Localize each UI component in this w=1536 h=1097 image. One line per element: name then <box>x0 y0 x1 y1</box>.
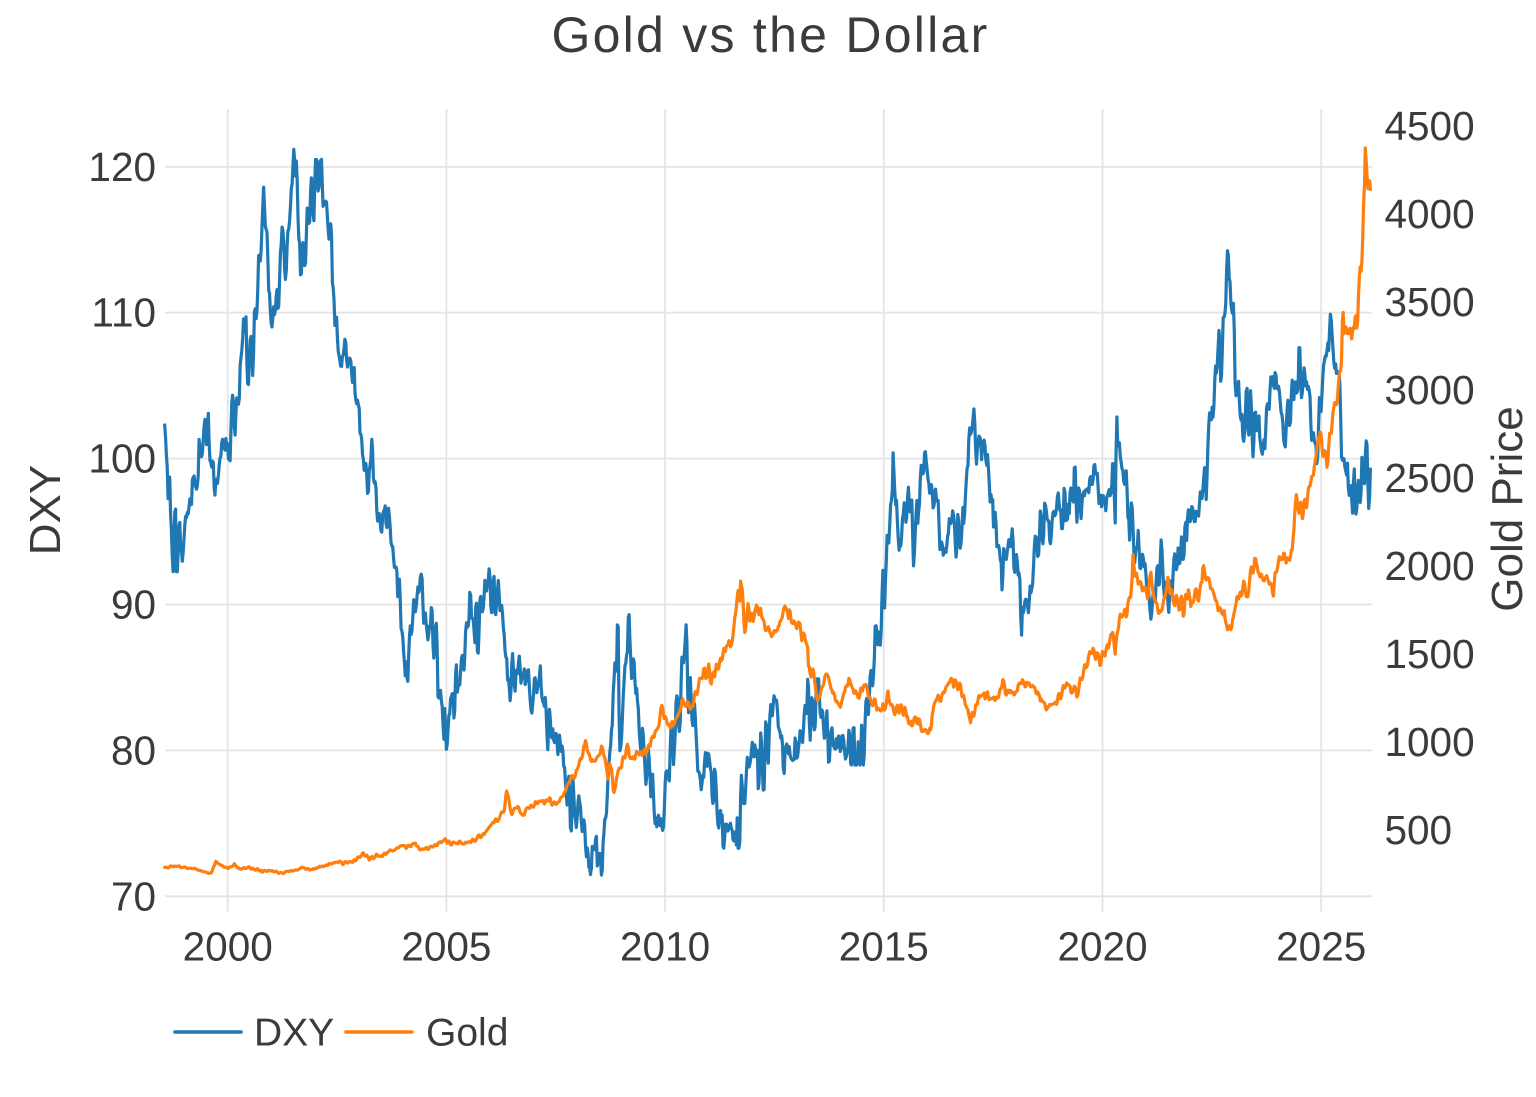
svg-text:4500: 4500 <box>1385 103 1475 149</box>
svg-text:Gold: Gold <box>426 1012 508 1055</box>
svg-text:2015: 2015 <box>839 924 929 970</box>
svg-text:110: 110 <box>91 290 156 336</box>
svg-text:DXY: DXY <box>254 1012 334 1055</box>
svg-text:70: 70 <box>111 873 156 919</box>
svg-text:90: 90 <box>111 582 156 628</box>
svg-text:DXY: DXY <box>21 465 70 555</box>
svg-text:100: 100 <box>88 436 156 482</box>
svg-text:2005: 2005 <box>401 924 491 970</box>
svg-text:80: 80 <box>111 727 156 773</box>
svg-text:Gold Price: Gold Price <box>1483 406 1532 611</box>
svg-text:120: 120 <box>88 144 156 190</box>
svg-text:2025: 2025 <box>1276 924 1366 970</box>
svg-text:Gold vs the Dollar: Gold vs the Dollar <box>551 7 989 63</box>
svg-text:2500: 2500 <box>1385 455 1475 501</box>
svg-text:2010: 2010 <box>620 924 710 970</box>
svg-text:4000: 4000 <box>1385 191 1475 237</box>
svg-text:2000: 2000 <box>183 924 273 970</box>
svg-text:2020: 2020 <box>1057 924 1147 970</box>
svg-text:1500: 1500 <box>1385 631 1475 677</box>
svg-text:500: 500 <box>1385 807 1453 853</box>
svg-text:1000: 1000 <box>1385 719 1475 765</box>
svg-text:3500: 3500 <box>1385 279 1475 325</box>
svg-text:2000: 2000 <box>1385 543 1475 589</box>
svg-text:3000: 3000 <box>1385 367 1475 413</box>
